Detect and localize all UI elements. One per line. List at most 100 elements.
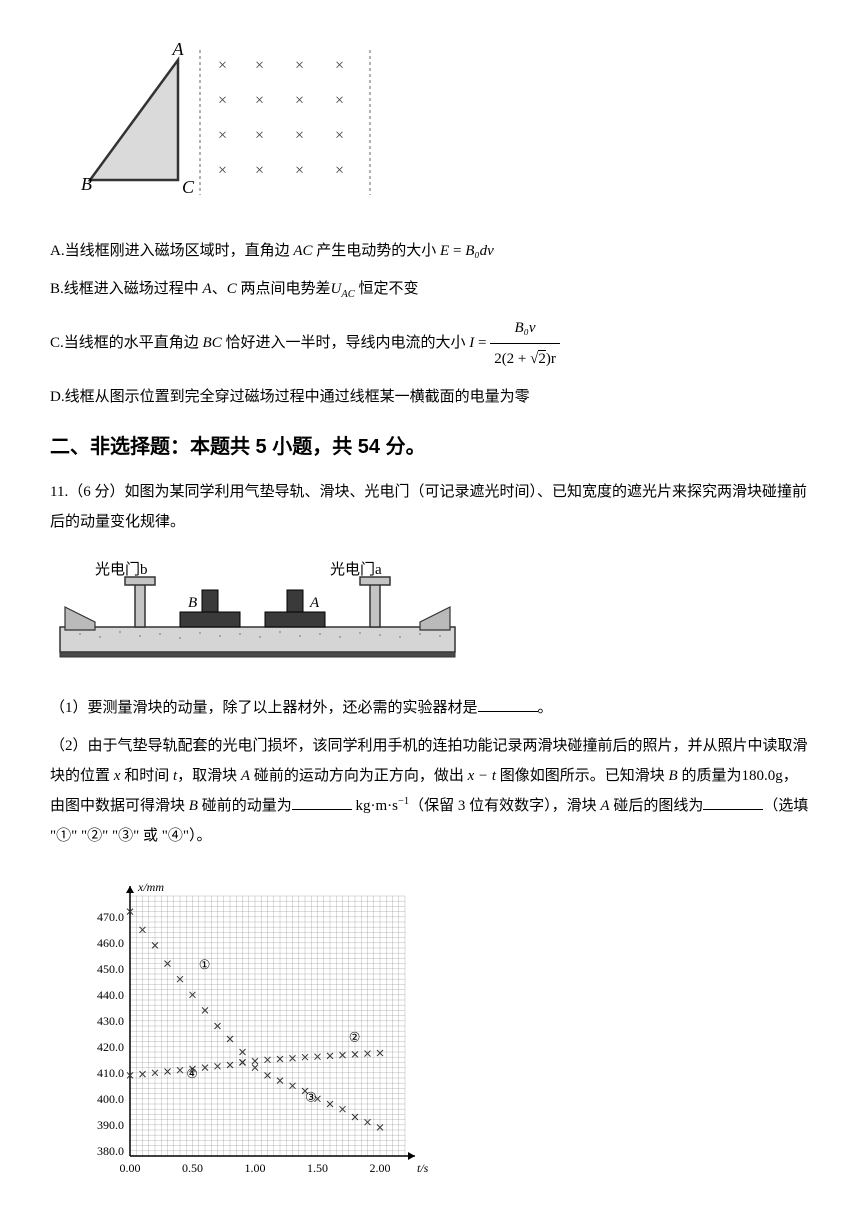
svg-text:×: × (295, 57, 304, 74)
svg-text:470.0: 470.0 (97, 910, 124, 924)
option-A-var1: AC (293, 243, 312, 259)
q11-p1-num: （1） (50, 700, 88, 716)
label-C: C (182, 177, 195, 197)
q11-p2-blank1 (292, 795, 352, 810)
svg-text:0.00: 0.00 (120, 1161, 141, 1175)
svg-text:×: × (218, 162, 227, 179)
svg-text:×: × (255, 92, 264, 109)
q11-p2-t3: ，取滑块 (177, 768, 241, 784)
svg-text:×: × (335, 92, 344, 109)
q11-p2-xt: x − t (468, 768, 496, 784)
option-C-frac-sqrt: 2 (538, 350, 546, 367)
q11-p1-text1: 要测量滑块的动量，除了以上器材外，还必需的实验器材是 (88, 700, 478, 716)
apparatus-label-a: 光电门a (330, 561, 382, 578)
q11-p1-text2: 。 (538, 700, 553, 716)
svg-text:2.00: 2.00 (370, 1161, 391, 1175)
q11-header: 11.（6 分）如图为某同学利用气垫导轨、滑块、光电门（可记录遮光时间）、已知宽… (50, 477, 810, 537)
option-D-text: 线框从图示位置到完全穿过磁场过程中通过线框某一横截面的电量为零 (65, 389, 530, 405)
svg-text:×: × (255, 127, 264, 144)
option-C-eq-left: I (469, 335, 474, 351)
option-A-text1: 当线框刚进入磁场区域时，直角边 (65, 243, 294, 259)
option-D-prefix: D. (50, 389, 65, 405)
q11-p2-t6: 的质量为 (678, 768, 742, 784)
svg-text:×: × (295, 162, 304, 179)
q11-part1: （1）要测量滑块的动量，除了以上器材外，还必需的实验器材是 。 (50, 693, 810, 723)
svg-text:t/s: t/s (417, 1161, 429, 1175)
svg-text:×: × (218, 92, 227, 109)
option-C-text2: 恰好进入一半时，导线内电流的大小 (222, 335, 470, 351)
svg-text:410.0: 410.0 (97, 1066, 124, 1080)
svg-text:420.0: 420.0 (97, 1040, 124, 1054)
figure-xt-graph: 0.00 0.50 1.00 1.50 2.00 380.0 390.0 400.0 410.0… (70, 866, 810, 1197)
option-B-var1: A (203, 281, 212, 297)
svg-text:390.0: 390.0 (97, 1118, 124, 1132)
svg-text:②: ② (349, 1030, 361, 1045)
svg-text:×: × (218, 57, 227, 74)
svg-text:440.0: 440.0 (97, 988, 124, 1002)
q11-p2-blank2 (703, 795, 763, 810)
option-C: C.当线框的水平直角边 BC 恰好进入一半时，导线内电流的大小 I = B₀v2… (50, 313, 810, 374)
option-C-frac-den1: 2(2 + (494, 351, 530, 367)
option-B-var3: U (331, 281, 342, 297)
option-B-prefix: B. (50, 281, 64, 297)
option-B: B.线框进入磁场过程中 A、C 两点间电势差UAC 恒定不变 (50, 274, 810, 305)
label-B: B (81, 174, 92, 194)
svg-text:④: ④ (186, 1066, 198, 1081)
option-A-eq-right: B₀dv (465, 243, 494, 259)
q11-p2-t2: 和时间 (120, 768, 173, 784)
svg-text:1.00: 1.00 (245, 1161, 266, 1175)
option-B-text1: 线框进入磁场过程中 (64, 281, 203, 297)
svg-text:380.0: 380.0 (97, 1144, 124, 1158)
svg-text:0.50: 0.50 (182, 1161, 203, 1175)
q11-p2-t4: 碰前的运动方向为正方向，做出 (250, 768, 468, 784)
q11-p2-t8: 碰前的动量为 (198, 798, 292, 814)
option-A: A.当线框刚进入磁场区域时，直角边 AC 产生电动势的大小 E = B₀dv (50, 236, 810, 266)
option-B-text2: 、 (212, 281, 227, 297)
apparatus-block-B: B (188, 595, 197, 611)
svg-text:×: × (255, 162, 264, 179)
option-A-prefix: A. (50, 243, 65, 259)
option-C-frac-num: B₀v (515, 320, 536, 336)
option-C-prefix: C. (50, 335, 64, 351)
svg-text:450.0: 450.0 (97, 962, 124, 976)
svg-text:③: ③ (305, 1089, 317, 1104)
svg-text:400.0: 400.0 (97, 1092, 124, 1106)
option-C-var1: BC (203, 335, 222, 351)
svg-text:×: × (255, 57, 264, 74)
svg-text:①: ① (199, 957, 211, 972)
svg-text:460.0: 460.0 (97, 936, 124, 950)
svg-text:×: × (295, 92, 304, 109)
q11-p2-mass: 180.0g (741, 768, 782, 784)
q11-p2-A: A (241, 768, 250, 784)
section-title: 二、非选择题：本题共 5 小题，共 54 分。 (50, 427, 810, 467)
option-B-var2: C (227, 281, 237, 297)
q11-p1-blank (478, 697, 538, 712)
svg-text:×: × (335, 127, 344, 144)
q11-p2-t10: 碰后的图线为 (610, 798, 704, 814)
option-D: D.线框从图示位置到完全穿过磁场过程中通过线框某一横截面的电量为零 (50, 382, 810, 412)
label-A: A (172, 40, 185, 59)
q11-part2: （2）由于气垫导轨配套的光电门损坏，该同学利用手机的连拍功能记录两滑块碰撞前后的… (50, 731, 810, 851)
q11-p2-num: （2） (50, 738, 88, 754)
q11-p2-unit: kg·m·s (355, 798, 398, 814)
option-B-sub: AC (341, 289, 354, 300)
option-B-text4: 恒定不变 (355, 281, 419, 297)
option-C-frac-den2: )r (546, 351, 556, 367)
svg-text:×: × (335, 57, 344, 74)
q11-p2-A2: A (600, 798, 609, 814)
option-A-text2: 产生电动势的大小 (313, 243, 441, 259)
svg-text:x/mm: x/mm (137, 880, 164, 894)
q11-p2-B2: B (189, 798, 198, 814)
option-A-eq-left: E (440, 243, 449, 259)
svg-text:430.0: 430.0 (97, 1014, 124, 1028)
option-B-text3: 两点间电势差 (237, 281, 331, 297)
q11-p2-t5: 图像如图所示。已知滑块 (496, 768, 669, 784)
svg-text:×: × (335, 162, 344, 179)
svg-text:1.50: 1.50 (307, 1161, 328, 1175)
q11-p2-t9: （保留 3 位有效数字），滑块 (409, 798, 600, 814)
q11-p2-unit-exp: −1 (398, 796, 409, 807)
figure-triangle-field: A B C ×××× ×××× ×××× ×××× (70, 40, 810, 216)
apparatus-block-A: A (309, 595, 320, 611)
svg-text:×: × (295, 127, 304, 144)
figure-apparatus: 光电门b 光电门a B A (50, 552, 810, 678)
